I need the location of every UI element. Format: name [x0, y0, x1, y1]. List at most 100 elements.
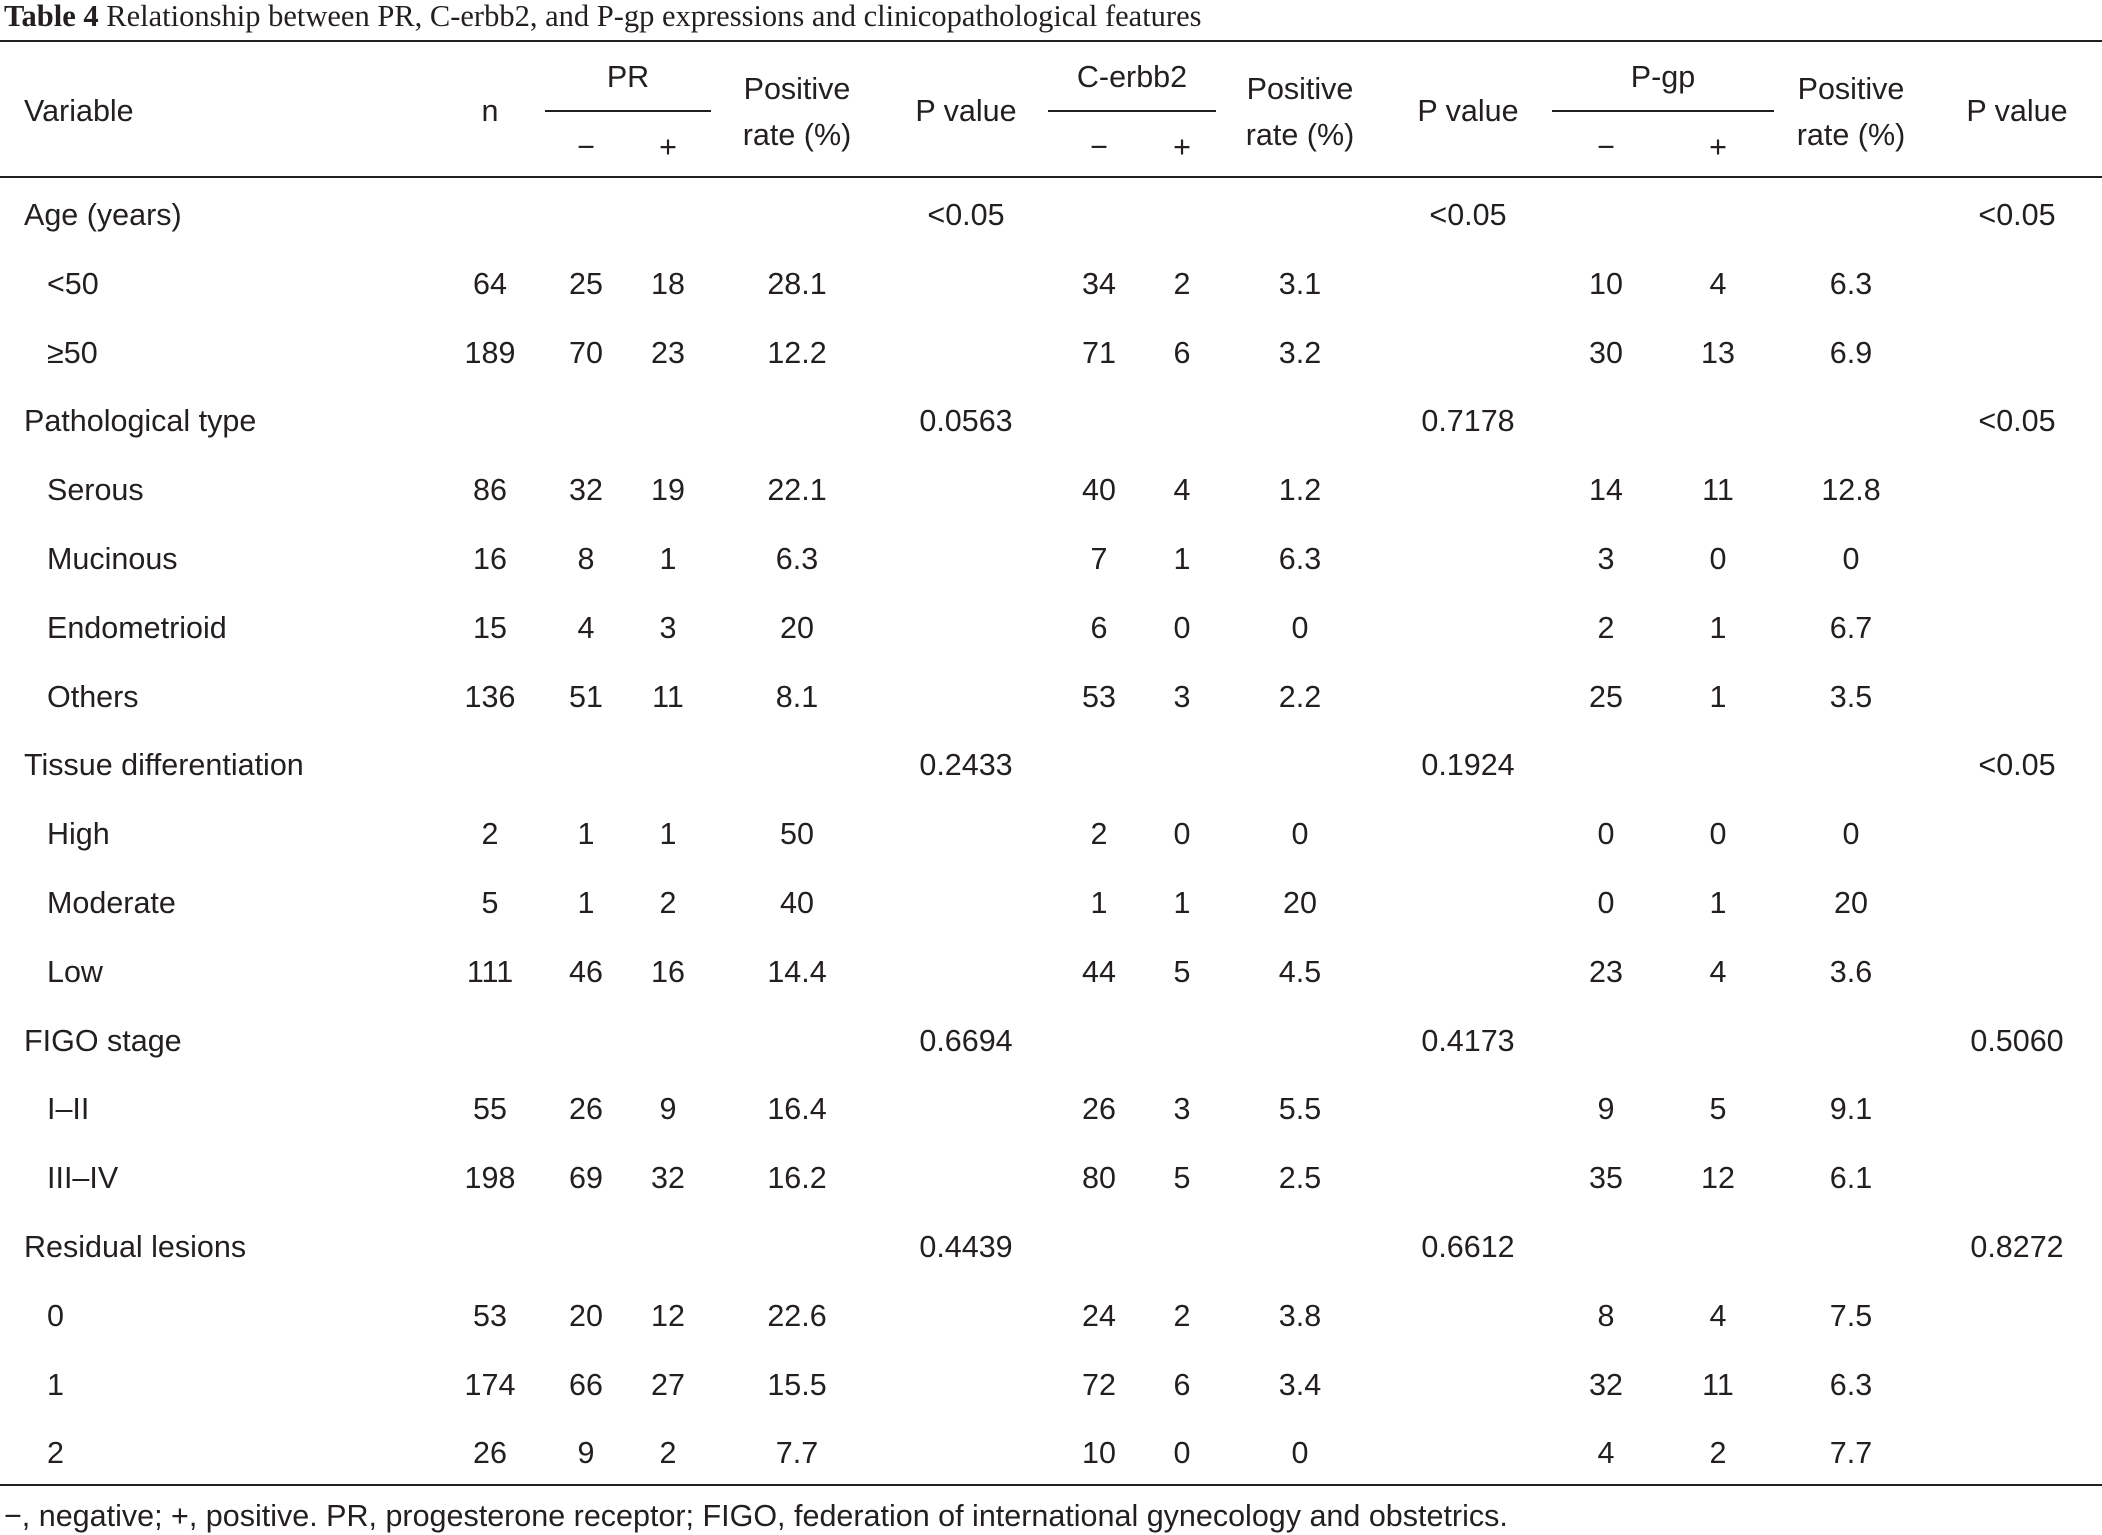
cell-n: 26	[473, 1436, 507, 1470]
cell-cerbb2-positive-rate: 3.1	[1278, 267, 1322, 301]
cell-n: 198	[464, 1161, 516, 1195]
cell-cerbb2-positive-rate: 2.2	[1278, 680, 1322, 714]
cell-cerbb2-negative: 80	[1082, 1161, 1116, 1195]
cell-cerbb2-positive-rate: 0	[1291, 611, 1309, 645]
header-cerbb2-pvalue: P value	[1417, 94, 1519, 128]
cell-pr-positive-rate: 22.6	[767, 1299, 827, 1333]
cell-pgp-pvalue: <0.05	[1978, 198, 2056, 232]
cell-pgp-pvalue: <0.05	[1978, 748, 2056, 782]
row-category-label: Residual lesions	[24, 1230, 247, 1264]
row-sublabel: ≥50	[47, 336, 98, 370]
cell-pr-negative: 1	[577, 817, 595, 851]
row-sublabel: III–IV	[47, 1161, 119, 1195]
cell-pr-positive-rate: 20	[780, 611, 814, 645]
cell-n: 189	[464, 336, 516, 370]
cell-cerbb2-positive-rate: 2.5	[1278, 1161, 1322, 1195]
row-sublabel: 1	[47, 1368, 64, 1402]
cell-pgp-positive-rate: 6.7	[1829, 611, 1873, 645]
header-pgp-rate-line1: Positive	[1797, 72, 1905, 106]
row-sublabel: Endometrioid	[47, 611, 227, 645]
cell-cerbb2-positive: 0	[1173, 817, 1191, 851]
cell-cerbb2-positive-rate: 3.8	[1278, 1299, 1322, 1333]
table-footnote: −, negative; +, positive. PR, progestero…	[4, 1499, 1508, 1533]
cell-cerbb2-negative: 40	[1082, 473, 1116, 507]
cell-pgp-positive: 4	[1709, 1299, 1727, 1333]
row-sublabel: 2	[47, 1436, 64, 1470]
cell-pgp-negative: 2	[1597, 611, 1615, 645]
cell-pr-positive: 32	[651, 1161, 685, 1195]
cell-pgp-negative: 10	[1589, 267, 1623, 301]
header-pgp-positive: +	[1709, 130, 1727, 164]
cell-pgp-positive-rate: 6.9	[1829, 336, 1873, 370]
cell-pgp-negative: 3	[1597, 542, 1615, 576]
cell-pr-negative: 25	[569, 267, 603, 301]
cell-pgp-negative: 0	[1597, 886, 1615, 920]
cell-pgp-positive: 4	[1709, 955, 1727, 989]
header-cerbb2-rate-line2: rate (%)	[1245, 118, 1355, 152]
row-category-label: Age (years)	[24, 198, 182, 232]
cell-pr-positive: 16	[651, 955, 685, 989]
cell-pr-pvalue: 0.6694	[919, 1024, 1013, 1058]
row-category-label: FIGO stage	[24, 1024, 182, 1058]
cell-pr-negative: 8	[577, 542, 595, 576]
cell-pr-negative: 46	[569, 955, 603, 989]
cell-pr-positive: 2	[659, 1436, 677, 1470]
bottom-rule	[0, 1484, 2102, 1486]
cell-cerbb2-pvalue: 0.6612	[1421, 1230, 1515, 1264]
cell-cerbb2-positive-rate: 0	[1291, 817, 1309, 851]
cell-pr-negative: 51	[569, 680, 603, 714]
cell-pgp-negative: 35	[1589, 1161, 1623, 1195]
cell-cerbb2-pvalue: 0.4173	[1421, 1024, 1515, 1058]
cell-cerbb2-negative: 1	[1090, 886, 1108, 920]
cell-cerbb2-positive-rate: 20	[1283, 886, 1317, 920]
cell-pgp-positive-rate: 9.1	[1829, 1092, 1873, 1126]
cell-pr-positive-rate: 6.3	[775, 542, 819, 576]
cell-pr-positive-rate: 12.2	[767, 336, 827, 370]
cell-pgp-positive-rate: 7.5	[1829, 1299, 1873, 1333]
cell-pr-negative: 4	[577, 611, 595, 645]
header-pgp-underline	[1552, 110, 1774, 112]
cell-cerbb2-negative: 7	[1090, 542, 1108, 576]
cell-pgp-positive: 2	[1709, 1436, 1727, 1470]
cell-n: 111	[466, 955, 514, 989]
cell-pr-positive: 27	[651, 1368, 685, 1402]
header-pgp-pvalue: P value	[1966, 94, 2068, 128]
cell-pgp-positive: 4	[1709, 267, 1727, 301]
cell-cerbb2-positive-rate: 4.5	[1278, 955, 1322, 989]
cell-cerbb2-positive: 3	[1173, 680, 1191, 714]
cell-n: 53	[473, 1299, 507, 1333]
cell-pr-positive-rate: 16.2	[767, 1161, 827, 1195]
cell-cerbb2-positive-rate: 3.4	[1278, 1368, 1322, 1402]
cell-cerbb2-positive: 1	[1173, 542, 1191, 576]
cell-pr-positive-rate: 15.5	[767, 1368, 827, 1402]
top-rule	[0, 40, 2102, 42]
cell-pr-negative: 20	[569, 1299, 603, 1333]
cell-cerbb2-positive: 1	[1173, 886, 1191, 920]
header-cerbb2-positive: +	[1173, 130, 1191, 164]
cell-cerbb2-positive: 6	[1173, 336, 1191, 370]
cell-cerbb2-positive: 0	[1173, 611, 1191, 645]
row-sublabel: Low	[47, 955, 103, 989]
cell-pr-positive: 11	[652, 680, 684, 714]
row-sublabel: Others	[47, 680, 139, 714]
cell-pgp-positive-rate: 12.8	[1821, 473, 1881, 507]
cell-pr-positive: 9	[659, 1092, 677, 1126]
cell-pr-negative: 9	[577, 1436, 595, 1470]
header-cerbb2-negative: −	[1090, 130, 1108, 164]
cell-cerbb2-negative: 26	[1082, 1092, 1116, 1126]
cell-cerbb2-pvalue: <0.05	[1429, 198, 1507, 232]
header-variable: Variable	[24, 94, 134, 128]
cell-pr-positive: 12	[651, 1299, 685, 1333]
cell-cerbb2-positive: 2	[1173, 267, 1191, 301]
cell-cerbb2-positive: 5	[1173, 955, 1191, 989]
cell-pgp-negative: 14	[1589, 473, 1623, 507]
cell-cerbb2-negative: 10	[1082, 1436, 1116, 1470]
cell-pgp-positive-rate: 6.3	[1829, 267, 1873, 301]
header-rule	[0, 176, 2102, 178]
table-caption: Table 4 Relationship between PR, C-erbb2…	[4, 0, 1201, 38]
row-sublabel: High	[47, 817, 110, 851]
cell-pgp-pvalue: 0.8272	[1970, 1230, 2064, 1264]
cell-n: 2	[481, 817, 499, 851]
cell-n: 15	[473, 611, 507, 645]
